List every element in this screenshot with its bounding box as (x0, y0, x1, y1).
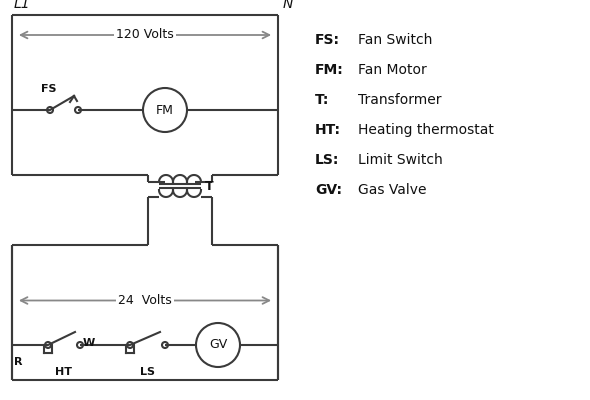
Text: FM:: FM: (315, 63, 344, 77)
Text: FS: FS (41, 84, 57, 94)
Text: Fan Motor: Fan Motor (358, 63, 427, 77)
Text: HT:: HT: (315, 123, 341, 137)
Text: 120 Volts: 120 Volts (116, 28, 174, 42)
Text: T: T (205, 180, 214, 192)
Text: Gas Valve: Gas Valve (358, 183, 427, 197)
Text: R: R (14, 357, 22, 367)
Text: Transformer: Transformer (358, 93, 441, 107)
Text: Limit Switch: Limit Switch (358, 153, 442, 167)
Text: Fan Switch: Fan Switch (358, 33, 432, 47)
Text: GV: GV (209, 338, 227, 352)
Text: FS:: FS: (315, 33, 340, 47)
Text: Heating thermostat: Heating thermostat (358, 123, 494, 137)
Text: W: W (83, 338, 95, 348)
Text: N: N (283, 0, 293, 11)
Text: T:: T: (315, 93, 329, 107)
Text: FM: FM (156, 104, 174, 116)
Text: LS: LS (140, 367, 155, 377)
Text: HT: HT (55, 367, 73, 377)
Text: 24  Volts: 24 Volts (118, 294, 172, 307)
Text: GV:: GV: (315, 183, 342, 197)
Text: LS:: LS: (315, 153, 339, 167)
Text: L1: L1 (14, 0, 31, 11)
